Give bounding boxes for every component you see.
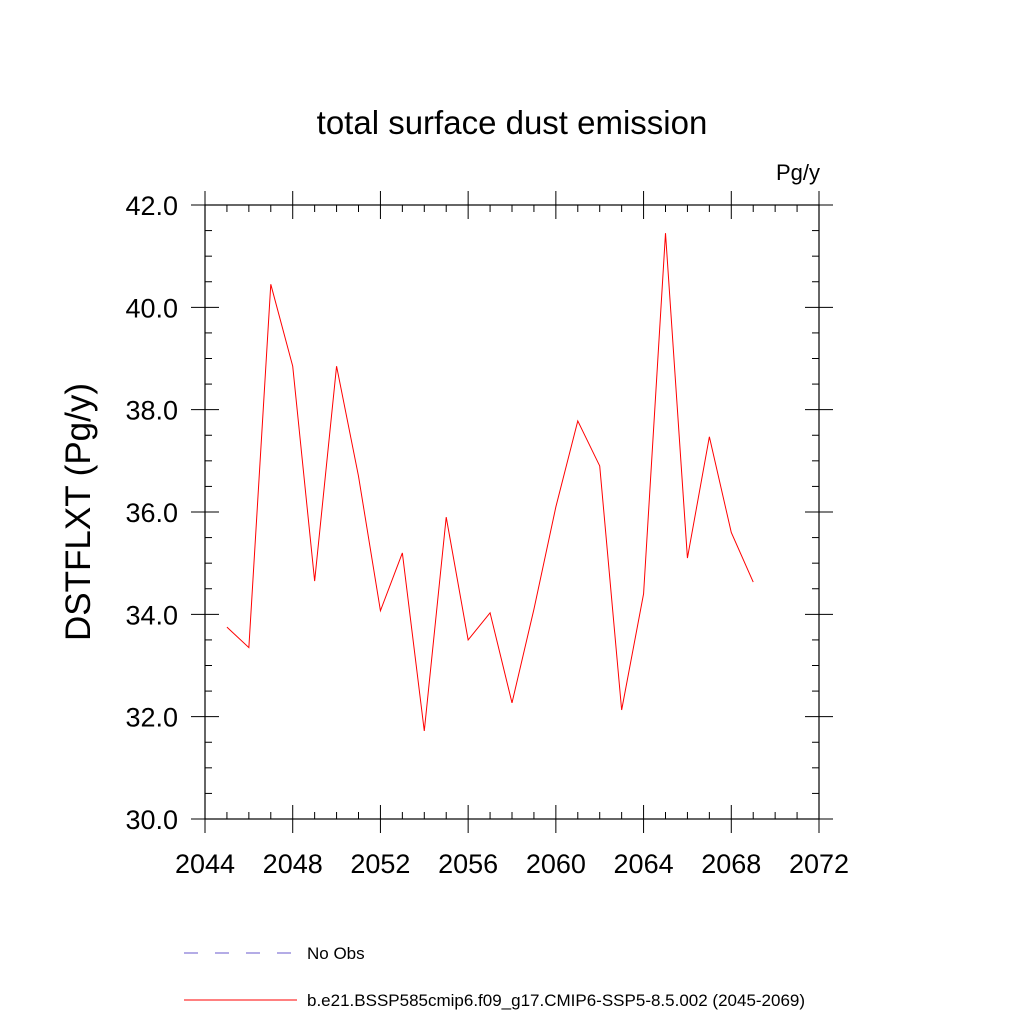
y-axis <box>191 204 833 820</box>
legend-label-no-obs: No Obs <box>307 944 365 963</box>
y-tick-label: 34.0 <box>125 600 178 630</box>
x-tick-label: 2068 <box>701 849 761 879</box>
y-tick-label: 40.0 <box>125 293 178 323</box>
y-tick-label: 30.0 <box>125 805 178 835</box>
legend-label-model-run: b.e21.BSSP585cmip6.f09_g17.CMIP6-SSP5-8.… <box>307 991 805 1010</box>
x-tick-label: 2056 <box>438 849 498 879</box>
x-axis <box>204 191 820 833</box>
x-tick-label: 2052 <box>350 849 410 879</box>
series-layer <box>226 233 754 732</box>
x-tick-label: 2064 <box>614 849 674 879</box>
series-line <box>226 233 754 732</box>
x-tick-label: 2044 <box>175 849 235 879</box>
y-tick-label: 36.0 <box>125 498 178 528</box>
y-tick-label: 32.0 <box>125 703 178 733</box>
chart-title: total surface dust emission <box>317 104 708 141</box>
x-tick-label: 2072 <box>789 849 849 879</box>
x-tick-label: 2048 <box>263 849 323 879</box>
x-tick-label: 2060 <box>526 849 586 879</box>
y-tick-label: 38.0 <box>125 396 178 426</box>
x-tick-labels: 2044 2048 2052 2056 2060 2064 2068 2072 <box>175 849 849 879</box>
y-tick-label: 42.0 <box>125 191 178 221</box>
y-axis-label: DSTFLXT (Pg/y) <box>59 383 98 641</box>
units-label: Pg/y <box>776 160 820 185</box>
y-tick-labels: 30.0 32.0 34.0 36.0 38.0 40.0 42.0 <box>125 191 178 835</box>
legend: No Obs b.e21.BSSP585cmip6.f09_g17.CMIP6-… <box>184 944 805 1010</box>
